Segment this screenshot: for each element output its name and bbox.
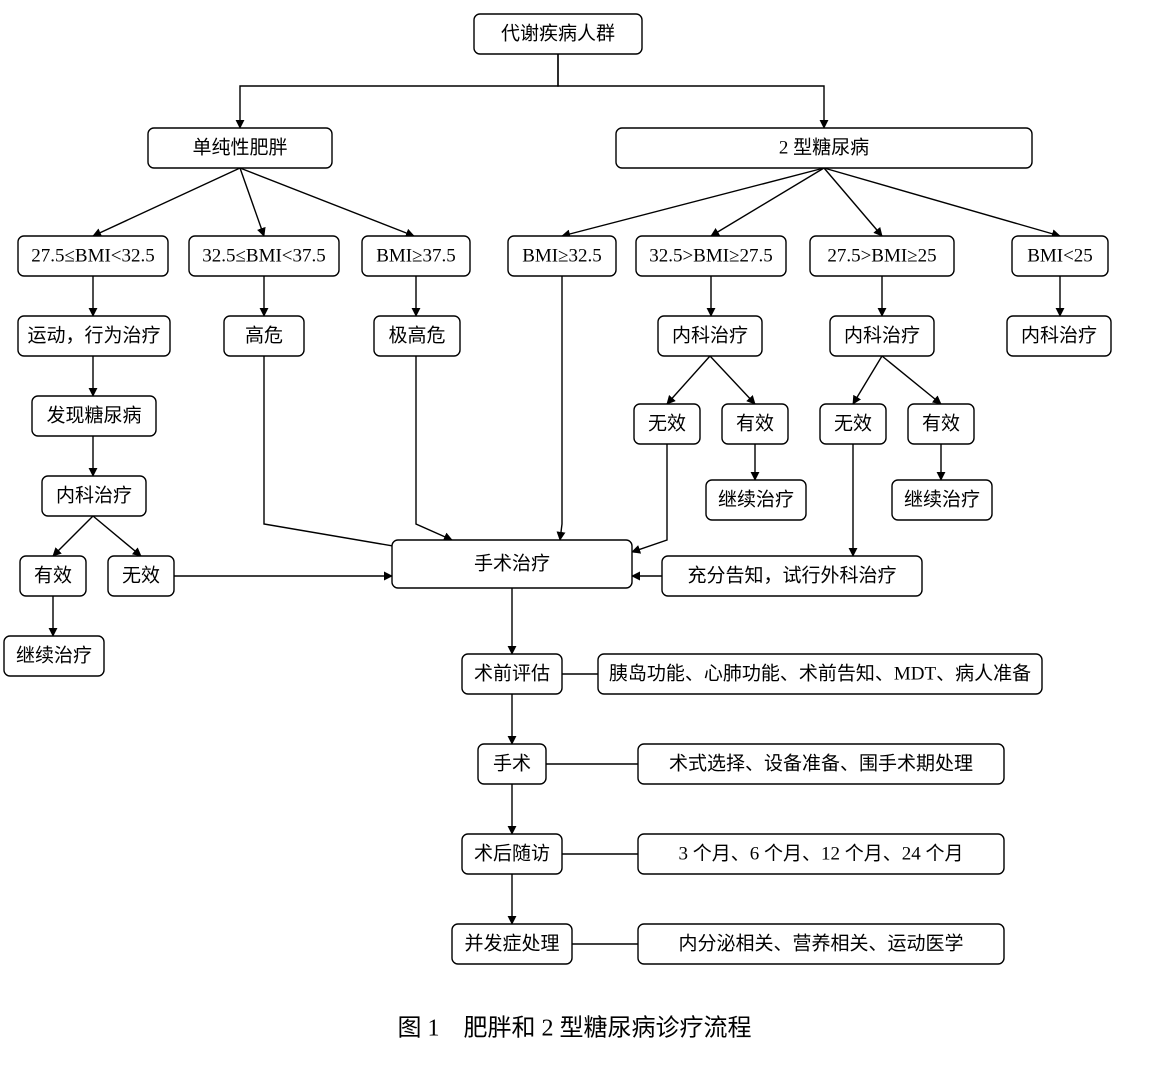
node-dm_b_eff: 有效: [722, 404, 788, 444]
figure-caption: 图 1 肥胖和 2 型糖尿病诊疗流程: [398, 1015, 752, 1042]
node-ob_med-label: 内科治疗: [56, 484, 132, 506]
node-inform: 充分告知，试行外科治疗: [662, 556, 922, 596]
node-dm_med_b-label: 内科治疗: [672, 324, 748, 346]
node-dm_bmi_a: BMI≥32.5: [508, 236, 616, 276]
node-dm_c_eff: 有效: [908, 404, 974, 444]
node-dm_med_d-label: 内科治疗: [1021, 324, 1097, 346]
node-op-label: 手术: [493, 752, 531, 774]
node-dm_c_cont-label: 继续治疗: [904, 488, 980, 510]
node-root: 代谢疾病人群: [474, 14, 642, 54]
node-found_dm: 发现糖尿病: [32, 396, 156, 436]
node-t2dm-label: 2 型糖尿病: [779, 136, 869, 158]
node-complic_desc-label: 内分泌相关、营养相关、运动医学: [678, 932, 963, 954]
node-ob_eff: 有效: [20, 556, 86, 596]
node-vhigh_risk: 极高危: [374, 316, 460, 356]
node-ob_ineff: 无效: [108, 556, 174, 596]
node-ob_cont-label: 继续治疗: [16, 644, 92, 666]
node-surgery-label: 手术治疗: [474, 552, 550, 574]
node-vhigh_risk-label: 极高危: [388, 324, 445, 346]
node-preop_desc-label: 胰岛功能、心肺功能、术前告知、MDT、病人准备: [609, 662, 1031, 684]
node-dm_bmi_a-label: BMI≥32.5: [522, 245, 602, 266]
node-ob_bmi_b-label: 32.5≤BMI<37.5: [202, 245, 326, 266]
node-dm_b_cont: 继续治疗: [706, 480, 806, 520]
node-high_risk-label: 高危: [245, 324, 283, 346]
node-followup_desc-label: 3 个月、6 个月、12 个月、24 个月: [678, 842, 963, 864]
node-obesity: 单纯性肥胖: [148, 128, 332, 168]
node-preop-label: 术前评估: [474, 662, 550, 684]
node-dm_c_ineff: 无效: [820, 404, 886, 444]
node-dm_c_ineff-label: 无效: [834, 412, 872, 434]
node-ob_cont: 继续治疗: [4, 636, 104, 676]
node-dm_b_eff-label: 有效: [736, 412, 774, 434]
node-complic-label: 并发症处理: [464, 932, 559, 954]
node-dm_c_eff-label: 有效: [922, 412, 960, 434]
node-complic_desc: 内分泌相关、营养相关、运动医学: [638, 924, 1004, 964]
flowchart-svg: 代谢疾病人群单纯性肥胖 2 型糖尿病 27.5≤BMI<32.5 32.5≤BMI<3…: [0, 0, 1149, 1077]
node-exercise: 运动，行为治疗: [18, 316, 170, 356]
node-ob_bmi_c-label: BMI≥37.5: [376, 245, 456, 266]
node-dm_med_c: 内科治疗: [830, 316, 934, 356]
node-root-label: 代谢疾病人群: [501, 22, 615, 44]
node-ob_med: 内科治疗: [42, 476, 146, 516]
node-high_risk: 高危: [224, 316, 304, 356]
node-dm_bmi_d: BMI<25: [1012, 236, 1108, 276]
node-found_dm-label: 发现糖尿病: [46, 404, 141, 426]
flowchart-figure: 代谢疾病人群单纯性肥胖 2 型糖尿病 27.5≤BMI<32.5 32.5≤BMI<3…: [0, 0, 1149, 1077]
node-ob_ineff-label: 无效: [122, 564, 160, 586]
node-op_desc-label: 术式选择、设备准备、围手术期处理: [669, 752, 973, 774]
node-dm_med_c-label: 内科治疗: [844, 324, 920, 346]
node-ob_bmi_b: 32.5≤BMI<37.5: [189, 236, 339, 276]
node-t2dm: 2 型糖尿病: [616, 128, 1032, 168]
node-dm_bmi_c: 27.5>BMI≥25: [810, 236, 954, 276]
node-dm_b_ineff-label: 无效: [648, 412, 686, 434]
node-dm_b_cont-label: 继续治疗: [718, 488, 794, 510]
node-complic: 并发症处理: [452, 924, 572, 964]
node-dm_bmi_b-label: 32.5>BMI≥27.5: [649, 245, 773, 266]
node-followup-label: 术后随访: [474, 842, 550, 864]
node-exercise-label: 运动，行为治疗: [27, 324, 160, 346]
node-ob_bmi_c: BMI≥37.5: [362, 236, 470, 276]
node-dm_bmi_c-label: 27.5>BMI≥25: [827, 245, 936, 266]
node-dm_c_cont: 继续治疗: [892, 480, 992, 520]
node-preop_desc: 胰岛功能、心肺功能、术前告知、MDT、病人准备: [598, 654, 1042, 694]
node-dm_bmi_b: 32.5>BMI≥27.5: [636, 236, 786, 276]
node-dm_bmi_d-label: BMI<25: [1027, 245, 1093, 266]
node-dm_med_b: 内科治疗: [658, 316, 762, 356]
node-ob_bmi_a-label: 27.5≤BMI<32.5: [31, 245, 155, 266]
node-ob_bmi_a: 27.5≤BMI<32.5: [18, 236, 168, 276]
node-followup_desc: 3 个月、6 个月、12 个月、24 个月: [638, 834, 1004, 874]
node-preop: 术前评估: [462, 654, 562, 694]
node-surgery: 手术治疗: [392, 540, 632, 588]
node-followup: 术后随访: [462, 834, 562, 874]
node-dm_med_d: 内科治疗: [1007, 316, 1111, 356]
node-dm_b_ineff: 无效: [634, 404, 700, 444]
node-ob_eff-label: 有效: [34, 564, 72, 586]
node-inform-label: 充分告知，试行外科治疗: [687, 564, 896, 586]
node-op_desc: 术式选择、设备准备、围手术期处理: [638, 744, 1004, 784]
node-obesity-label: 单纯性肥胖: [192, 136, 287, 158]
node-op: 手术: [478, 744, 546, 784]
